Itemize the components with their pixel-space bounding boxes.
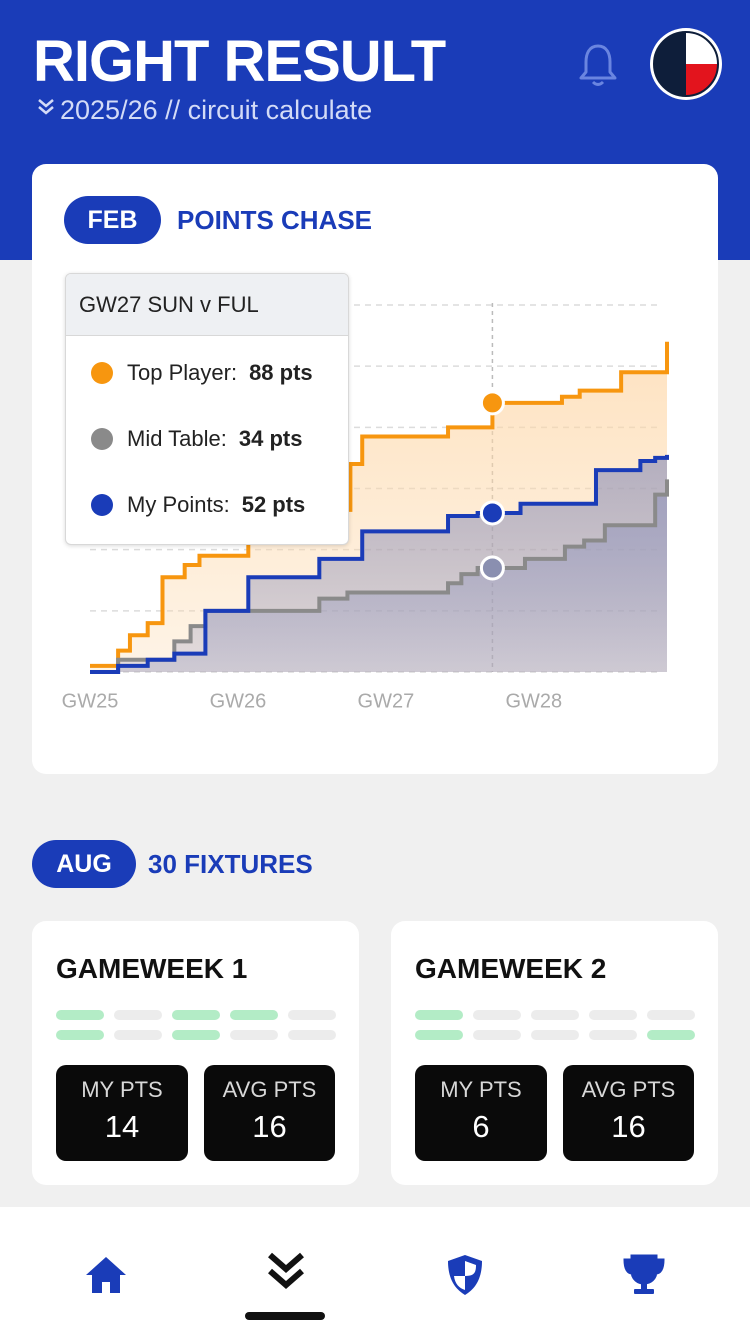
gameweek-title: GAMEWEEK 2 <box>415 953 607 984</box>
x-tick-label: GW28 <box>506 690 563 712</box>
stat-value: 6 <box>472 1109 490 1144</box>
legend-dot <box>91 428 113 450</box>
series-area <box>90 454 667 672</box>
result-bar <box>230 1030 278 1040</box>
result-bar <box>288 1010 336 1020</box>
tooltip-item: Top Player: 88 pts <box>91 360 313 386</box>
x-tick-label: GW27 <box>358 690 415 712</box>
result-bar <box>56 1010 104 1020</box>
result-bar <box>589 1030 637 1040</box>
result-bar <box>114 1010 162 1020</box>
trophy-tab[interactable] <box>622 1253 666 1297</box>
hover-dot <box>479 555 505 581</box>
season-subtitle[interactable]: 2025/26 // circuit calculate <box>60 95 373 125</box>
result-bar <box>114 1030 162 1040</box>
series-line <box>90 454 669 674</box>
tooltip-item: Mid Table: 34 pts <box>91 426 302 452</box>
app-title: RIGHT RESULT <box>33 29 446 94</box>
result-bar <box>647 1030 695 1040</box>
series-line <box>90 341 669 668</box>
tooltip-value: 88 pts <box>249 360 313 385</box>
fixtures-tab[interactable] <box>266 1251 306 1293</box>
stat-label: MY PTS <box>81 1077 163 1102</box>
stat-label: AVG PTS <box>222 1077 317 1102</box>
legend-dot <box>91 362 113 384</box>
stat-value: 14 <box>104 1109 140 1144</box>
tooltip-label: My Points: <box>127 492 230 517</box>
bell-icon[interactable] <box>578 42 618 88</box>
tooltip-label: Mid Table: <box>127 426 227 451</box>
stat-box: AVG PTS 16 <box>204 1065 335 1161</box>
result-bar <box>172 1030 220 1040</box>
home-tab[interactable] <box>84 1255 128 1295</box>
result-bar <box>56 1030 104 1040</box>
stat-box: MY PTS 6 <box>415 1065 547 1161</box>
x-tick-label: GW25 <box>62 690 119 712</box>
result-bar <box>473 1010 521 1020</box>
result-bar <box>288 1030 336 1040</box>
hover-dot <box>479 390 505 416</box>
result-bar <box>531 1030 579 1040</box>
result-bar <box>589 1010 637 1020</box>
fixtures-heading: 30 FIXTURES <box>148 849 313 879</box>
result-bar <box>473 1030 521 1040</box>
season-icon[interactable] <box>37 98 55 116</box>
result-bar <box>415 1030 463 1040</box>
stat-label: MY PTS <box>440 1077 522 1102</box>
stat-box: MY PTS 14 <box>56 1065 188 1161</box>
tooltip-label: Top Player: <box>127 360 238 385</box>
league-tab[interactable] <box>445 1253 485 1297</box>
avatar[interactable] <box>648 26 724 102</box>
stat-label: AVG PTS <box>581 1077 676 1102</box>
stat-value: 16 <box>252 1109 287 1144</box>
month-badge[interactable]: FEB <box>64 196 161 244</box>
result-bar <box>415 1010 463 1020</box>
result-bar <box>230 1010 278 1020</box>
result-bar <box>172 1010 220 1020</box>
series-line <box>90 479 669 674</box>
tooltip: GW27 SUN v FUL Top Player: 88 pts Mid Tabl… <box>65 273 349 545</box>
points-chart: GW25 GW26 GW27 GW28 <box>62 303 669 712</box>
stat-value: 16 <box>611 1109 646 1144</box>
tooltip-value: 34 pts <box>238 426 303 451</box>
card-heading: POINTS CHASE <box>177 205 373 235</box>
bottom-nav <box>0 1207 750 1334</box>
result-bar <box>647 1010 695 1020</box>
x-tick-label: GW26 <box>210 690 267 712</box>
gameweek-card[interactable]: GAMEWEEK 1 MY PTS 14 AVG PTS 16 <box>32 921 359 1185</box>
tooltip-value: 52 pts <box>241 492 306 517</box>
home-indicator <box>245 1312 325 1320</box>
gameweek-card[interactable]: GAMEWEEK 2 MY PTS 6 AVG PTS 16 <box>391 921 718 1185</box>
legend-dot <box>91 494 113 516</box>
result-bar <box>531 1010 579 1020</box>
stat-box: AVG PTS 16 <box>563 1065 694 1161</box>
hover-dot <box>479 500 505 526</box>
tooltip-item: My Points: 52 pts <box>91 492 305 518</box>
gameweek-title: GAMEWEEK 1 <box>56 953 248 984</box>
month-badge[interactable]: AUG <box>32 840 136 888</box>
tooltip-title: GW27 SUN v FUL <box>66 274 348 336</box>
